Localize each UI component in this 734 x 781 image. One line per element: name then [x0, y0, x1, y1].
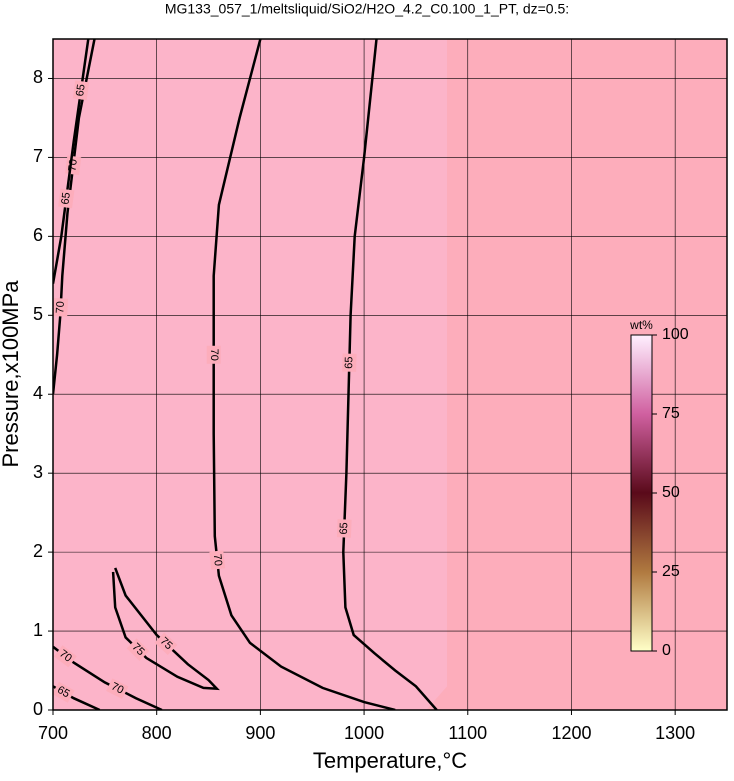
- colorbar: [630, 334, 653, 652]
- x-tick-label: 900: [245, 723, 275, 743]
- contour-label: 65: [59, 192, 72, 206]
- contour-line: [342, 39, 438, 710]
- chart-title: MG133_057_1/meltsliquid/SiO2/H2O_4.2_C0.…: [165, 1, 569, 17]
- y-tick-label: 2: [33, 541, 43, 561]
- contour-label-bg: [206, 345, 221, 364]
- colorbar-tick-label: 75: [662, 405, 680, 422]
- contour-label-bg: [53, 681, 75, 703]
- contour-label: 65: [74, 83, 88, 97]
- contour-label: 70: [208, 349, 220, 361]
- colorbar-tick-label: 100: [662, 326, 689, 343]
- contour-label: 70: [109, 680, 125, 696]
- y-tick-label: 8: [33, 67, 43, 87]
- x-tick-label: 700: [38, 723, 68, 743]
- contour-label-bg: [53, 298, 69, 317]
- contour-label-bg: [106, 678, 129, 700]
- contour-label-bg: [54, 645, 77, 668]
- contour-label-bg: [58, 188, 75, 209]
- contour-label-bg: [154, 632, 178, 656]
- x-tick-label: 1000: [344, 723, 384, 743]
- colorbar-tick-label: 25: [662, 563, 680, 580]
- y-axis-label: Pressure,x100MPa: [0, 280, 23, 468]
- contour-label-bg: [126, 638, 150, 661]
- contour-label-bg: [209, 550, 226, 570]
- contour-label: 70: [54, 301, 67, 314]
- contour-label-bg: [72, 80, 90, 101]
- contour-label: 70: [211, 553, 224, 566]
- plot-frame: [52, 38, 728, 711]
- x-tick-label: 1300: [655, 723, 695, 743]
- y-tick-label: 3: [33, 462, 43, 482]
- y-tick-label: 0: [33, 699, 43, 719]
- x-axis-label: Temperature,°C: [313, 748, 467, 773]
- contour-label: 70: [66, 158, 79, 172]
- contour-label: 65: [55, 684, 72, 700]
- x-tick-label: 1100: [448, 723, 487, 743]
- contour-line: [53, 39, 96, 395]
- y-tick-label: 5: [33, 304, 43, 324]
- contour-label: 65: [343, 356, 355, 369]
- y-tick-label: 1: [33, 620, 43, 640]
- y-tick-label: 4: [33, 383, 43, 403]
- contour-line: [111, 567, 220, 691]
- colorbar-tick-label: 50: [662, 484, 680, 501]
- colorbar-label: wt%: [629, 318, 653, 332]
- contour-label: 70: [57, 648, 74, 665]
- y-tick-label: 7: [33, 146, 43, 166]
- contour-label: 65: [338, 522, 350, 535]
- contour-line: [212, 39, 396, 710]
- x-tick-label: 1200: [551, 723, 591, 743]
- region-shade: [53, 39, 448, 710]
- contour-label-bg: [342, 353, 357, 372]
- y-tick-label: 6: [33, 225, 43, 245]
- x-tick-label: 800: [142, 723, 172, 743]
- colorbar-tick-label: 0: [662, 642, 671, 659]
- contour-label-bg: [336, 519, 352, 538]
